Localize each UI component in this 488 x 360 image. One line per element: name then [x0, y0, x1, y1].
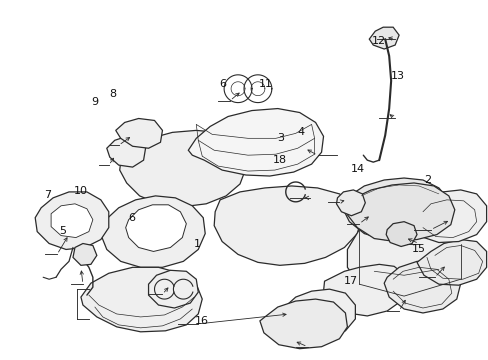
Polygon shape — [386, 222, 416, 247]
Text: 1: 1 — [193, 239, 200, 249]
Polygon shape — [346, 183, 454, 242]
Text: 16: 16 — [195, 316, 208, 326]
Text: 12: 12 — [371, 36, 385, 46]
Text: 3: 3 — [277, 133, 284, 143]
Polygon shape — [346, 218, 460, 296]
Polygon shape — [101, 196, 205, 267]
Polygon shape — [384, 261, 460, 313]
Polygon shape — [260, 299, 346, 349]
Polygon shape — [120, 130, 245, 207]
Text: 6: 6 — [219, 78, 226, 89]
Polygon shape — [81, 267, 202, 332]
Text: 8: 8 — [109, 89, 116, 99]
Text: 9: 9 — [91, 97, 98, 107]
Polygon shape — [116, 118, 162, 148]
Text: 11: 11 — [259, 78, 272, 89]
Text: 6: 6 — [127, 212, 135, 222]
Polygon shape — [281, 289, 355, 337]
Polygon shape — [410, 190, 486, 243]
Text: 17: 17 — [344, 276, 358, 286]
Polygon shape — [125, 205, 186, 251]
Text: 5: 5 — [59, 226, 65, 236]
Text: 10: 10 — [73, 186, 87, 197]
Text: 4: 4 — [296, 127, 304, 137]
Polygon shape — [106, 136, 145, 167]
Text: 13: 13 — [389, 71, 404, 81]
Text: 7: 7 — [44, 190, 51, 200]
Polygon shape — [336, 190, 365, 216]
Polygon shape — [416, 239, 486, 285]
Polygon shape — [148, 270, 198, 308]
Polygon shape — [323, 264, 406, 316]
Polygon shape — [188, 109, 323, 176]
Text: 15: 15 — [411, 244, 426, 253]
Polygon shape — [51, 204, 93, 238]
Polygon shape — [343, 178, 448, 239]
Text: 18: 18 — [272, 156, 286, 165]
Polygon shape — [368, 27, 398, 49]
Polygon shape — [35, 192, 108, 249]
Polygon shape — [73, 243, 97, 265]
Text: 2: 2 — [424, 175, 430, 185]
Polygon shape — [214, 186, 361, 265]
Text: 14: 14 — [350, 164, 364, 174]
